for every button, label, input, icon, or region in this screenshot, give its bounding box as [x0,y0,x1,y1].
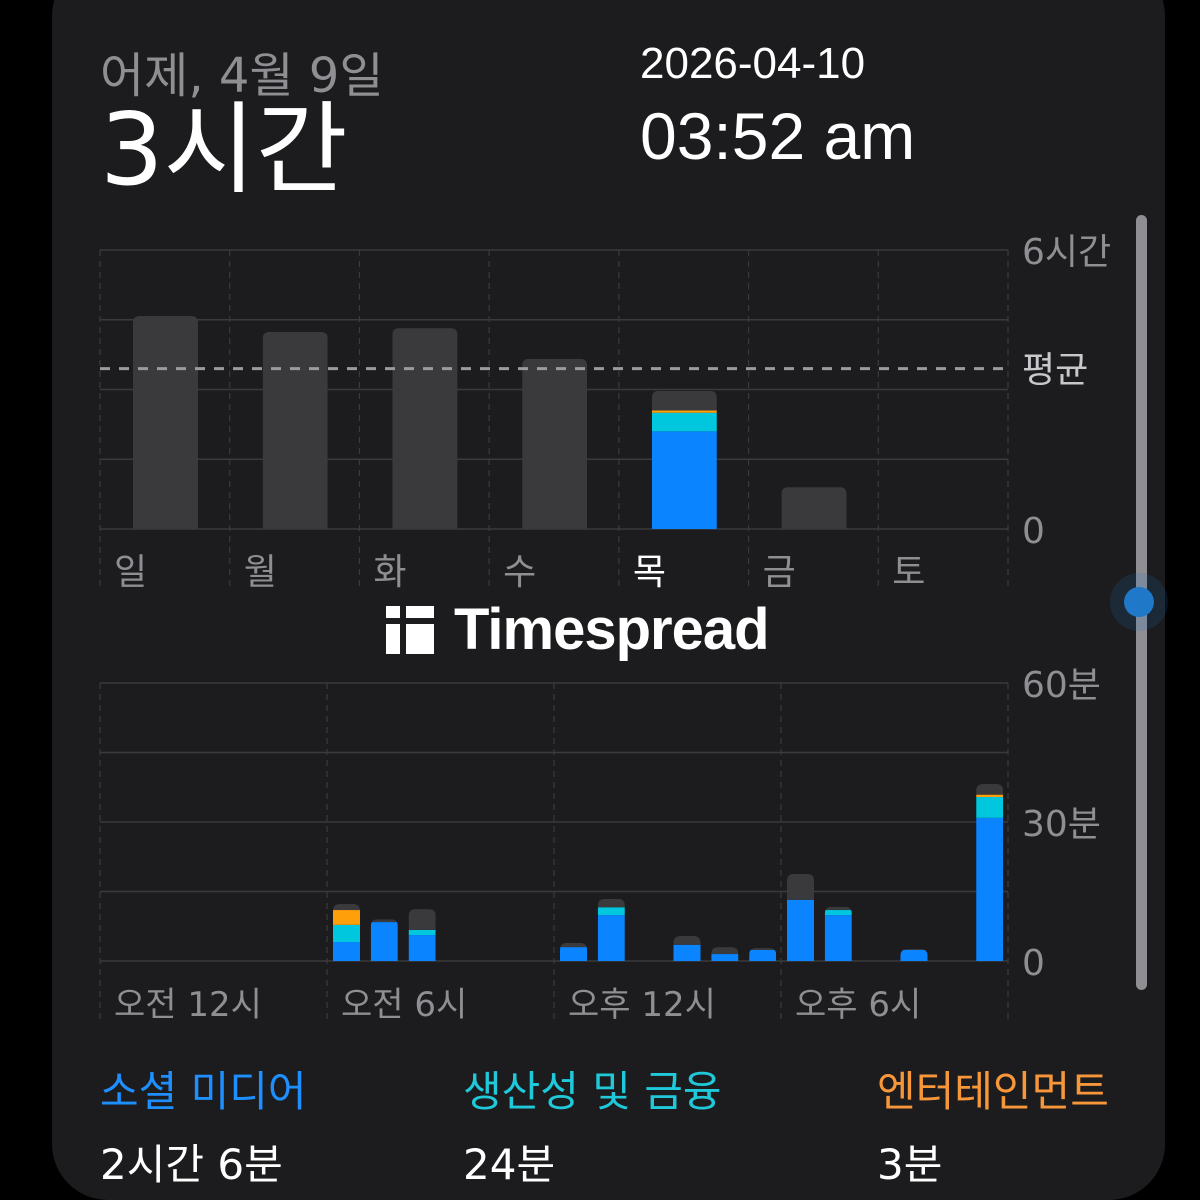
bar-segment-other [106,740,133,750]
bar-segment-other [597,898,625,908]
bar-segment-social [711,954,739,961]
bar-segment-social [900,949,928,961]
y-tick-label: 6시간 [1022,232,1111,273]
bar-segment-social [370,922,398,961]
watermark-date: 2026-04-10 [640,39,866,88]
bar-segment-other [370,919,398,923]
bar-segment-other [133,316,198,529]
hour-label: 오전 6시 [341,985,467,1025]
watermark-logo: Timespread [386,597,770,662]
bar-segment-other [787,873,814,900]
bar-segment-other [560,942,587,948]
day-label: 금 [763,552,796,593]
legend-productivity[interactable]: 생산성 및 금융 24분 [463,1058,722,1192]
scroll-thumb[interactable] [1124,587,1154,617]
bar-segment-social [824,915,852,961]
bar-segment-productivity [976,796,1004,818]
logo-mark-icon [386,606,434,654]
day-label: 일 [114,552,147,593]
bar-segment-social [333,942,360,961]
average-label: 평균 [1022,350,1088,391]
legend-name: 소셜 미디어 [100,1067,307,1116]
bar-segment-other [333,904,360,911]
bar-segment-other [673,935,701,945]
y-tick-label: 60분 [1022,665,1101,706]
total-time: 3시간 [100,91,348,208]
bar-segment-other [781,487,847,529]
bar-segment-productivity [597,907,625,916]
bar-segment-other [900,948,928,950]
bar-segment-other [262,331,328,529]
screen-time-card [52,0,1165,1200]
legend-name: 생산성 및 금융 [463,1067,722,1116]
y-tick-label: 0 [1022,511,1045,552]
bar-segment-social [560,947,587,961]
watermark-time: 03:52 am [640,99,916,173]
bar-segment-social [673,944,701,961]
bar-segment-productivity [408,929,436,936]
bar-segment-other [711,947,739,955]
bar-segment-entertainment [333,910,360,925]
bar-segment-social [408,935,436,961]
bar-segment-other [824,906,852,911]
legend-entertainment[interactable]: 엔터테인먼트 3분 [877,1058,1109,1192]
bar-segment-productivity [106,750,133,811]
legend-social[interactable]: 소셜 미디어 2시간 6분 [100,1058,307,1192]
bar-segment-other [651,390,717,411]
day-label: 월 [244,552,277,593]
bar-segment-social [106,811,133,961]
bar-segment-productivity [824,910,852,916]
day-label: 화 [373,552,406,593]
bar-segment-entertainment [976,794,1004,797]
legend-value: 3분 [877,1140,943,1189]
day-label: 목 [633,552,666,593]
bar-segment-social [597,915,625,961]
hour-label: 오후 12시 [568,985,716,1025]
bar-segment-other [408,909,436,930]
legend-value: 2시간 6분 [100,1140,283,1189]
bar-segment-other [392,328,458,529]
bar-segment-productivity [651,412,717,432]
day-label: 수 [503,552,536,593]
date-label: 어제, 4월 9일 [100,48,384,104]
hour-label: 오후 6시 [795,985,921,1025]
bar-segment-productivity [333,924,360,943]
bar-segment-social [976,817,1004,961]
bar-segment-other [976,784,1004,795]
legend-name: 엔터테인먼트 [877,1067,1109,1116]
bar-segment-social [651,431,717,529]
legend-value: 24분 [463,1140,556,1189]
bar-segment-entertainment [651,410,717,413]
y-tick-label: 0 [1022,943,1045,984]
bar-segment-social [787,899,814,961]
bar-segment-other [749,948,777,950]
bar-segment-other [522,358,588,529]
y-tick-label: 30분 [1022,804,1101,845]
day-label: 토 [892,552,925,593]
logo-text: Timespread [454,597,770,662]
bar-segment-social [749,949,777,961]
hour-label: 오전 12시 [114,985,262,1025]
